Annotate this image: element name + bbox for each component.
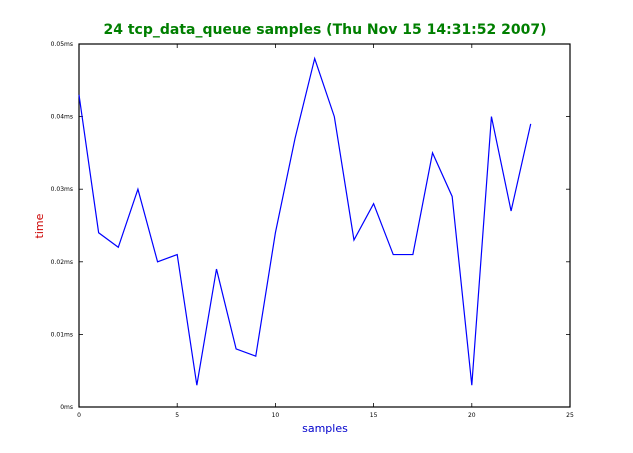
y-tick-label: 0.02ms (51, 259, 73, 266)
y-tick-label: 0ms (60, 404, 73, 411)
y-axis-label: time (33, 213, 46, 238)
plot-area (78, 43, 571, 408)
x-tick-label: 10 (272, 412, 280, 419)
x-tick-label: 15 (370, 412, 378, 419)
x-tick-label: 5 (175, 412, 179, 419)
y-tick-label: 0.01ms (51, 331, 73, 338)
y-tick-label: 0.04ms (51, 114, 73, 121)
x-tick-label: 25 (566, 412, 574, 419)
x-axis-label: samples (302, 422, 348, 435)
y-tick-label: 0.05ms (51, 41, 73, 48)
x-tick-label: 0 (77, 412, 81, 419)
series-line (78, 56, 532, 386)
chart-title: 24 tcp_data_queue samples (Thu Nov 15 14… (103, 22, 546, 38)
x-tick-label: 20 (468, 412, 476, 419)
y-tick-label: 0.03ms (51, 186, 73, 193)
axis-ticks: 0 5 10 15 20 25 0ms 0.01ms 0.02ms 0.03ms 0.04ms 0.0… (51, 41, 574, 419)
